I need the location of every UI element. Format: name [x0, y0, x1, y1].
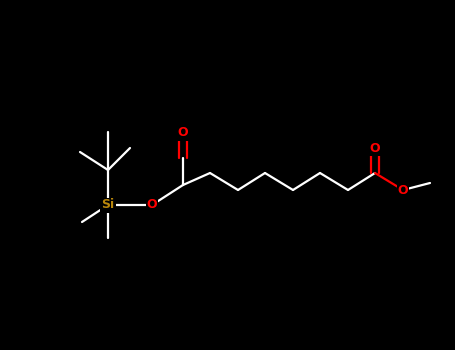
Text: Si: Si	[101, 198, 115, 211]
Text: O: O	[398, 183, 408, 196]
Text: O: O	[178, 126, 188, 140]
Text: O: O	[369, 141, 380, 154]
Text: O: O	[147, 198, 157, 211]
